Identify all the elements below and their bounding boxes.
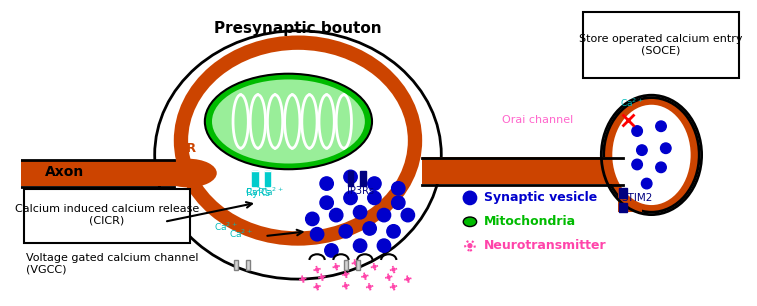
Circle shape [344, 191, 357, 205]
Circle shape [717, 44, 720, 47]
Circle shape [387, 225, 400, 238]
FancyBboxPatch shape [264, 171, 270, 186]
Circle shape [363, 275, 366, 278]
Circle shape [391, 196, 405, 209]
Circle shape [368, 191, 381, 205]
Ellipse shape [603, 98, 699, 212]
Ellipse shape [160, 159, 217, 187]
Circle shape [335, 265, 338, 268]
Circle shape [656, 162, 666, 173]
Text: ER: ER [179, 142, 197, 155]
Text: Ca$^{2+}$: Ca$^{2+}$ [214, 221, 238, 233]
Text: STIM2: STIM2 [621, 193, 653, 203]
Text: Ca$^{2+}$: Ca$^{2+}$ [260, 186, 284, 198]
Text: Axon: Axon [45, 165, 84, 179]
Circle shape [377, 208, 391, 222]
Text: Synaptic vesicle: Synaptic vesicle [484, 191, 597, 204]
Circle shape [693, 53, 696, 56]
Circle shape [310, 228, 324, 241]
Circle shape [320, 196, 333, 209]
Text: Presynaptic bouton: Presynaptic bouton [214, 21, 382, 36]
Ellipse shape [188, 50, 408, 231]
FancyBboxPatch shape [619, 203, 627, 212]
Circle shape [392, 268, 395, 271]
Circle shape [339, 225, 353, 238]
FancyBboxPatch shape [246, 260, 251, 270]
Text: Ca$^{2+}$: Ca$^{2+}$ [245, 186, 269, 198]
Text: Ca$^{2+}$: Ca$^{2+}$ [621, 97, 644, 109]
Circle shape [320, 276, 323, 279]
Circle shape [468, 244, 472, 248]
Circle shape [392, 285, 395, 288]
Ellipse shape [174, 35, 422, 246]
Circle shape [316, 285, 319, 288]
Circle shape [463, 191, 477, 205]
Circle shape [363, 222, 376, 235]
Circle shape [702, 34, 706, 37]
Circle shape [325, 244, 338, 257]
Circle shape [721, 51, 724, 54]
Text: Store operated calcium entry
(SOCE): Store operated calcium entry (SOCE) [579, 34, 743, 56]
Circle shape [407, 278, 410, 281]
Circle shape [329, 208, 343, 222]
FancyBboxPatch shape [357, 260, 360, 270]
Circle shape [661, 143, 671, 154]
FancyBboxPatch shape [23, 189, 190, 243]
FancyBboxPatch shape [347, 171, 354, 186]
Text: RyRs: RyRs [246, 188, 270, 198]
Text: IP3Rs: IP3Rs [347, 186, 374, 196]
Ellipse shape [612, 105, 690, 205]
Circle shape [306, 212, 319, 226]
Ellipse shape [212, 80, 365, 163]
Circle shape [656, 121, 666, 132]
FancyBboxPatch shape [16, 160, 179, 186]
Ellipse shape [154, 31, 441, 279]
Circle shape [344, 273, 347, 276]
FancyBboxPatch shape [619, 188, 627, 198]
FancyBboxPatch shape [252, 171, 258, 186]
Circle shape [354, 261, 357, 264]
Text: Ca$^{2+}$: Ca$^{2+}$ [229, 228, 253, 240]
Text: Neurotransmitter: Neurotransmitter [484, 239, 607, 252]
Circle shape [641, 178, 652, 189]
Ellipse shape [205, 74, 372, 169]
Circle shape [373, 265, 375, 268]
Circle shape [632, 159, 643, 170]
Text: Voltage gated calcium channel
(VGCC): Voltage gated calcium channel (VGCC) [26, 253, 198, 275]
Circle shape [698, 68, 701, 70]
FancyBboxPatch shape [234, 260, 238, 270]
FancyBboxPatch shape [360, 171, 366, 186]
Circle shape [368, 285, 371, 288]
Circle shape [344, 284, 347, 287]
FancyBboxPatch shape [344, 260, 347, 270]
Circle shape [391, 182, 405, 195]
Circle shape [688, 39, 691, 42]
Circle shape [344, 170, 357, 184]
Circle shape [632, 126, 643, 136]
FancyBboxPatch shape [422, 157, 623, 184]
Text: Calcium induced calcium release
(CICR): Calcium induced calcium release (CICR) [15, 204, 199, 226]
Circle shape [316, 268, 319, 271]
Circle shape [707, 58, 710, 61]
Circle shape [368, 177, 381, 190]
Circle shape [320, 177, 333, 190]
Circle shape [388, 276, 390, 279]
FancyBboxPatch shape [618, 164, 642, 212]
Circle shape [401, 208, 415, 222]
Ellipse shape [463, 217, 477, 226]
Text: Mitochondria: Mitochondria [484, 215, 576, 228]
Circle shape [354, 239, 367, 252]
Circle shape [301, 278, 304, 281]
Circle shape [377, 239, 391, 252]
Text: Orai channel: Orai channel [502, 114, 573, 125]
FancyBboxPatch shape [583, 12, 740, 77]
Circle shape [637, 145, 647, 155]
Circle shape [354, 206, 367, 219]
